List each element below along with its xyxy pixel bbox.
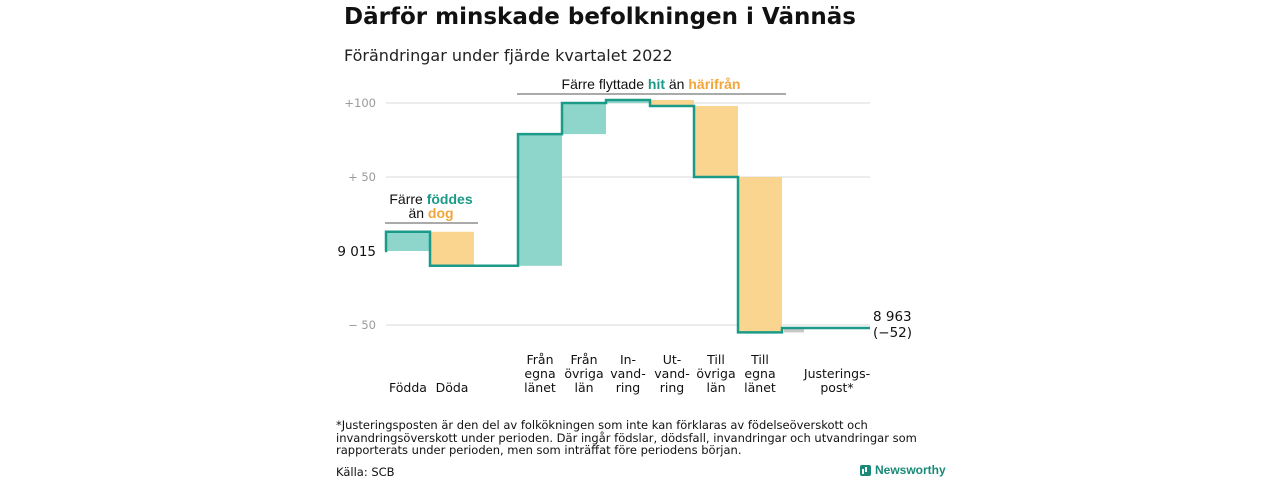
waterfall-chart: +100 + 50 − 50 9 015 8 963(−52) Födda Döda Från… xyxy=(337,76,912,395)
annotation-migration-mid: hit xyxy=(648,76,665,92)
category-label-7-0: Till xyxy=(750,352,769,367)
category-label-8-1: post* xyxy=(820,380,853,395)
annotation-births-mid: föddes xyxy=(427,191,473,207)
chart-title: Därför minskade befolkningen i Vännäs xyxy=(344,4,856,30)
bar-8 xyxy=(784,327,804,333)
annotation-migration-end: härifrån xyxy=(688,76,740,92)
source-label: Källa: SCB xyxy=(336,465,395,479)
category-label-4-1: vand- xyxy=(610,366,645,381)
category-label-3-1: övriga xyxy=(564,366,603,381)
category-label-6-2: län xyxy=(706,380,725,395)
newsworthy-icon xyxy=(860,464,871,476)
bar-0 xyxy=(386,231,430,251)
category-label-5-1: vand- xyxy=(654,366,689,381)
annotation-births-pre: Färre xyxy=(389,191,423,207)
category-label-4-2: ring xyxy=(616,380,640,395)
annotation-migration: Färre flyttade hit än härifrån xyxy=(562,76,741,92)
category-label-2-1: egna xyxy=(524,366,555,381)
annotation-births-line2-pre: än xyxy=(408,205,424,221)
category-label-0-0: Födda xyxy=(389,380,427,395)
end-value-label: 8 963 xyxy=(873,309,912,325)
end-change-label: (−52) xyxy=(873,325,912,341)
category-label-4-0: In- xyxy=(620,352,636,367)
category-label-7-1: egna xyxy=(744,366,775,381)
bar-7 xyxy=(738,177,782,333)
bar-4 xyxy=(606,100,650,103)
category-label-3-0: Från xyxy=(570,352,597,367)
annotation-migration-pre: Färre flyttade xyxy=(562,76,645,92)
category-label-8-0: Justerings- xyxy=(803,366,870,381)
bar-1 xyxy=(430,231,474,266)
category-label-6-0: Till xyxy=(706,352,725,367)
brand-name: Newsworthy xyxy=(875,463,946,477)
category-label-1-0: Döda xyxy=(436,380,469,395)
category-label-6-1: övriga xyxy=(696,366,735,381)
category-label-2-2: länet xyxy=(524,380,556,395)
category-label-5-2: ring xyxy=(660,380,684,395)
bar-3 xyxy=(562,103,606,135)
brand-logo[interactable]: Newsworthy xyxy=(860,463,946,477)
bar-2 xyxy=(518,134,562,266)
y-tick-label-0: +100 xyxy=(344,96,376,110)
cumulative-line xyxy=(384,98,870,334)
annotation-migration-post: än xyxy=(669,76,685,92)
category-label-7-2: länet xyxy=(744,380,776,395)
y-tick-label-1: + 50 xyxy=(348,170,376,184)
footnote: *Justeringsposten är den del av folkökni… xyxy=(336,418,917,457)
y-tick-label-2: − 50 xyxy=(348,318,376,332)
annotation-births-line2-mid: dog xyxy=(428,205,454,221)
bar-6 xyxy=(694,105,738,177)
annotation-births-line2: än dog xyxy=(408,205,453,221)
category-label-2-0: Från xyxy=(526,352,553,367)
category-label-5-0: Ut- xyxy=(663,352,682,367)
bar-5 xyxy=(650,100,694,106)
start-value-label: 9 015 xyxy=(337,244,376,260)
annotation-births-line1: Färre föddes xyxy=(389,191,472,207)
category-label-3-2: län xyxy=(574,380,593,395)
chart-subtitle: Förändringar under fjärde kvartalet 2022 xyxy=(344,46,673,65)
